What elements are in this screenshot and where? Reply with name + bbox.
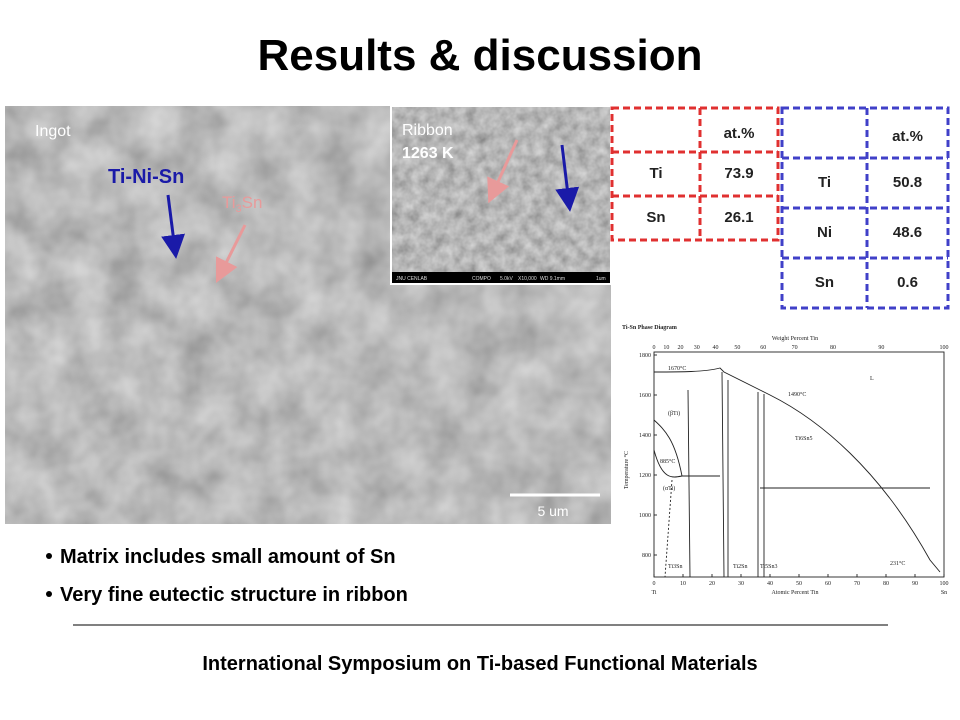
pd-xtick: 60 — [825, 581, 831, 587]
beta-transus — [653, 449, 720, 478]
arrow — [215, 224, 247, 284]
phase-lines — [687, 371, 930, 578]
pd-toptick: 90 — [878, 345, 884, 351]
info-bar — [392, 272, 610, 283]
pd-ytick: 1000 — [639, 513, 651, 519]
phase-base: Ti — [222, 193, 236, 212]
arrow — [555, 144, 580, 212]
pd-top-axis: Weight Percent Tin — [772, 336, 818, 342]
bullet-text: Very fine eutectic structure in ribbon — [60, 584, 408, 606]
pd-label: Ti6Sn5 — [795, 436, 812, 442]
pd-toptick: 20 — [678, 345, 684, 351]
pd-toptick: 30 — [694, 345, 700, 351]
phase-label: Ti-Ni-Sn — [108, 166, 184, 188]
pd-toptick: 0 — [653, 345, 656, 351]
bullet-dot — [46, 591, 52, 597]
pd-xtick: 0 — [653, 581, 656, 587]
pd-y-axis: Temperature °C — [623, 451, 630, 489]
table-red: at.% Ti 73.9 Sn 26.1 — [610, 106, 780, 242]
bullet-text: Matrix includes small amount of Sn — [60, 546, 396, 568]
table-blue: at.% Ti 50.8 Ni 48.6 Sn 0.6 — [780, 106, 950, 310]
phase-diagram: Ti-Sn Phase Diagram Weight Percent Tin A… — [612, 318, 960, 596]
pd-xtick: 90 — [912, 581, 918, 587]
footer: International Symposium on Ti-based Func… — [202, 653, 757, 675]
phase-rest: Sn — [242, 193, 263, 212]
pd-bottom-axis: Atomic Percent Tin — [771, 590, 818, 596]
ribbon-temp: 1263 K — [402, 145, 454, 162]
ribbon-image: JNU CENLAB COMPO 5.0kV X10,000 WD 9.1mm 1um R… — [390, 105, 612, 285]
pd-title: Ti-Sn Phase Diagram — [622, 325, 677, 331]
pd-label: Ti3Sn — [668, 564, 682, 570]
pd-xtick: 50 — [796, 581, 802, 587]
pd-xtick: 30 — [738, 581, 744, 587]
pd-ytick: 800 — [642, 553, 651, 559]
pd-toptick: 70 — [792, 345, 798, 351]
table-cell: 50.8 — [893, 174, 922, 191]
pd-toptick: 80 — [830, 345, 836, 351]
table-cell: 26.1 — [724, 209, 753, 226]
pd-xtick: 70 — [854, 581, 860, 587]
info-text: WD 9.1mm — [540, 276, 565, 282]
pd-label: 231°C — [890, 560, 905, 567]
liquidus — [653, 367, 941, 573]
pd-label: 885°C — [660, 458, 675, 465]
pd-toptick: 40 — [712, 345, 718, 351]
table-cell: 48.6 — [893, 224, 922, 241]
pd-label: Ti5Sn3 — [760, 564, 777, 570]
table-cell: Sn — [815, 274, 834, 291]
table-cell: Ni — [817, 224, 832, 241]
table-cell: Sn — [646, 209, 665, 226]
pd-label: (αTi) — [663, 485, 675, 492]
ribbon-label: Ribbon — [402, 122, 453, 139]
pd-label: (βTi) — [668, 410, 680, 417]
table-cell: Ti — [649, 165, 662, 182]
dashed — [664, 479, 673, 578]
pd-toptick: 50 — [734, 345, 740, 351]
arrow — [487, 139, 519, 204]
pd-xtick: 20 — [709, 581, 715, 587]
bullet-dot — [46, 553, 52, 559]
table-cell: 73.9 — [724, 165, 753, 182]
pd-ytick: 1800 — [639, 353, 651, 359]
pd-right-element: Sn — [941, 590, 947, 596]
pd-toptick: 10 — [663, 345, 669, 351]
pd-label: 1490°C — [788, 391, 806, 398]
pd-label: Ti2Sn — [733, 564, 747, 570]
info-text: JNU CENLAB — [396, 276, 428, 282]
pd-ytick: 1600 — [639, 393, 651, 399]
phase-sub: 3 — [236, 203, 242, 215]
table-cell: 0.6 — [897, 274, 918, 291]
info-text: 5.0kV — [500, 276, 513, 282]
pd-label: 1670°C — [668, 365, 686, 372]
pd-left-element: Ti — [651, 590, 656, 596]
arrow — [161, 194, 186, 259]
pd-xtick: 10 — [680, 581, 686, 587]
pd-ytick: 1400 — [639, 433, 651, 439]
info-text: X10,000 — [518, 276, 537, 282]
table-border — [610, 106, 780, 242]
table-header: at.% — [892, 128, 923, 145]
solvus — [653, 419, 683, 477]
pd-xtick: 100 — [940, 581, 949, 587]
info-text: COMPO — [472, 276, 491, 282]
pd-label: L — [870, 376, 874, 382]
table-header: at.% — [724, 125, 755, 142]
scale-label: 5 um — [537, 503, 568, 519]
phase-label: Ti3Sn — [222, 193, 262, 215]
pd-toptick: 100 — [940, 345, 949, 351]
pd-background — [612, 318, 960, 596]
pd-xtick: 80 — [883, 581, 889, 587]
table-cell: Ti — [818, 174, 831, 191]
pd-xtick: 40 — [767, 581, 773, 587]
pd-toptick: 60 — [760, 345, 766, 351]
info-text: 1um — [596, 276, 606, 282]
ingot-label: Ingot — [35, 123, 71, 140]
pd-ytick: 1200 — [639, 473, 651, 479]
slide-title: Results & discussion — [257, 31, 702, 80]
